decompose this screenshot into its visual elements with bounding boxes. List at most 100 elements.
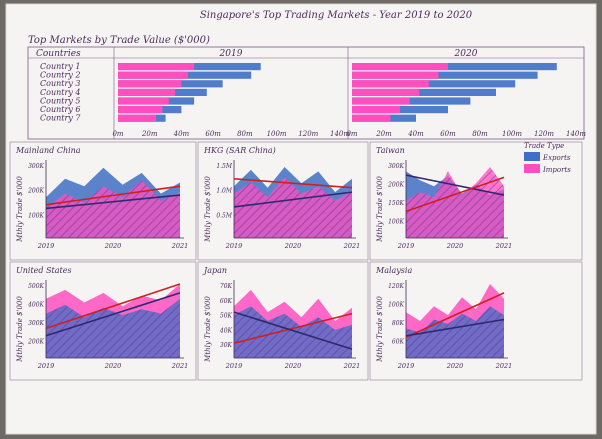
y-tick-label: 60K [220, 298, 233, 305]
area-overlap-hatch [234, 306, 352, 358]
bar-tick-label: 40m [407, 130, 424, 138]
legend-label-exports: Exports [542, 154, 571, 162]
panel-title: HKG (SAR China) [203, 146, 276, 155]
y-axis-label: Mthly Trade $'000 [376, 176, 384, 243]
area-overlap-hatch [46, 180, 180, 238]
x-tick-label: 2021 [343, 362, 361, 370]
trend-line-dark [233, 311, 353, 350]
x-tick-label: 2019 [37, 242, 55, 250]
x-tick-label: 2019 [397, 242, 415, 250]
trend-line-dark [45, 194, 181, 210]
bar-tick-label: 100m [502, 130, 522, 138]
panel-malaysia: Malaysia Mthly Trade $'000 2019 2020 2021 120… [369, 261, 583, 381]
y-tick-label: 30K [220, 342, 233, 349]
trend-line-red [233, 312, 353, 344]
category-label: Country 6 [40, 105, 80, 114]
area-overlap-hatch [46, 298, 180, 358]
area-overlap-hatch [406, 306, 504, 358]
x-tick-label: 2020 [104, 242, 122, 250]
category-label: Country 4 [40, 88, 80, 97]
panel-title: Malaysia [375, 266, 412, 275]
panel-frame [9, 141, 197, 261]
y-tick-label: 60K [392, 339, 405, 346]
y-tick-label: 100K [388, 302, 404, 309]
bar-imports [118, 63, 195, 71]
panel-label-2020: 2020 [454, 49, 478, 59]
panel-frame [369, 261, 583, 381]
trend-line-red [405, 292, 505, 339]
bar-imports [352, 71, 439, 79]
x-tick-label: 2020 [284, 362, 302, 370]
legend-label-imports: Imports [542, 166, 571, 174]
bar-tick-label: 120m [298, 130, 318, 138]
bar-imports [118, 80, 182, 88]
x-tick-label: 2019 [225, 242, 243, 250]
category-label: Country 5 [40, 96, 80, 105]
y-axis-label: Mthly Trade $'000 [204, 176, 212, 243]
bar-exports [352, 97, 471, 105]
bar-imports [352, 88, 420, 96]
bar-tick-label: 60m [205, 130, 221, 138]
panel-united-states: United States Mthly Trade $'000 2019 2020 20… [9, 261, 197, 381]
y-tick-label: 300K [28, 163, 44, 170]
panel-frame [9, 261, 197, 381]
page-title: Singapore's Top Trading Markets - Year 2… [200, 10, 473, 21]
trend-line-red [45, 283, 181, 330]
x-tick-label: 2019 [397, 362, 415, 370]
panel-label-2019: 2019 [219, 49, 243, 59]
country-panels: Mainland China Mthly Trade $'000 2019 2020 2… [9, 141, 583, 381]
y-tick-label: 200K [27, 188, 44, 195]
panel-title: United States [16, 266, 72, 275]
bar-imports [118, 106, 163, 114]
panel-frame [197, 141, 369, 261]
x-tick-label: 2019 [225, 362, 243, 370]
legend-title: Trade Type [524, 142, 564, 150]
panel-title: Taiwan [376, 146, 405, 155]
bar-imports [352, 80, 429, 88]
panel-frame [369, 141, 583, 261]
y-axis-label: Mthly Trade $'000 [16, 176, 24, 243]
x-tick-label: 2021 [343, 242, 361, 250]
bar-exports [352, 80, 516, 88]
bar-imports [352, 97, 410, 105]
category-label: Country 3 [40, 79, 80, 88]
bar-tick-label: 0m [346, 130, 357, 138]
y-tick-label: 0.5M [216, 212, 233, 219]
legend: Trade Type Exports Imports [524, 142, 571, 174]
bar-imports [352, 114, 391, 122]
y-tick-label: 100K [28, 212, 44, 219]
x-tick-label: 2021 [171, 362, 189, 370]
y-tick-label: 80K [392, 320, 405, 327]
x-tick-label: 2021 [171, 242, 189, 250]
panel-title: Mainland China [15, 146, 81, 155]
panel-mainland-china: Mainland China Mthly Trade $'000 2019 2020 2… [9, 141, 197, 261]
bar-tick-label: 140m [330, 130, 350, 138]
category-label: Country 7 [40, 114, 81, 123]
x-tick-label: 2019 [37, 362, 55, 370]
bar-section-frame [27, 46, 585, 140]
bar-tick-label: 60m [440, 130, 456, 138]
y-tick-label: 400K [27, 302, 44, 309]
y-tick-label: 100K [388, 219, 404, 226]
x-tick-label: 2021 [495, 242, 513, 250]
row-header: Countries [36, 49, 81, 59]
bar-tick-label: 20m [375, 130, 392, 138]
bar-tick-label: 0m [112, 130, 123, 138]
x-tick-label: 2020 [284, 242, 302, 250]
bar-exports [352, 71, 538, 79]
trend-line-dark [233, 191, 353, 208]
y-tick-label: 120K [388, 283, 404, 290]
trend-line-red [233, 178, 353, 189]
x-tick-label: 2021 [495, 362, 513, 370]
trend-line-red [45, 185, 181, 206]
bar-exports [352, 88, 496, 96]
y-tick-label: 70K [220, 283, 233, 290]
category-label: Country 1 [40, 62, 80, 71]
bar-tick-label: 120m [534, 130, 554, 138]
panel-hkg-sar-china-: HKG (SAR China) Mthly Trade $'000 2019 2020… [197, 141, 369, 261]
panel-taiwan: Taiwan Mthly Trade $'000 2019 2020 2021 300K 2… [369, 141, 583, 261]
y-tick-label: 200K [27, 339, 44, 346]
x-tick-label: 2020 [446, 242, 464, 250]
y-tick-label: 1.0M [216, 188, 233, 195]
